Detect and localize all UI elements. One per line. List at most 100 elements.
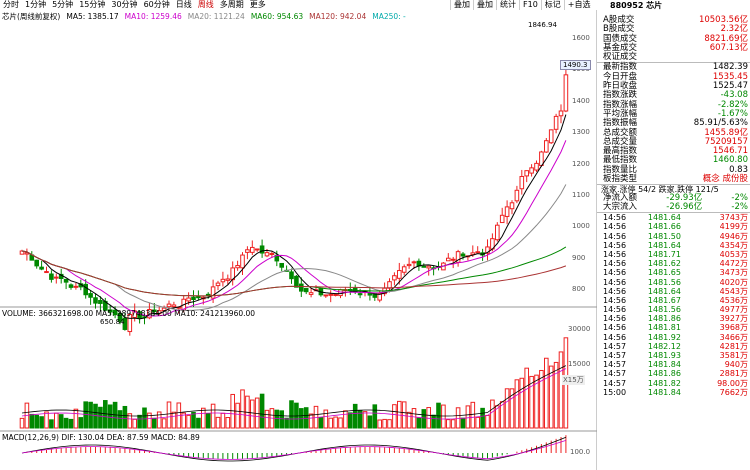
candle-body xyxy=(328,293,333,296)
volume-bar xyxy=(63,417,69,429)
price-tick-6: 1000 xyxy=(572,222,590,231)
candle-body xyxy=(127,313,133,333)
trade-price: 1481.84 xyxy=(647,360,681,370)
volume-bar xyxy=(132,418,137,429)
trade-row: 14:56 1481.86 3927万 xyxy=(597,314,750,323)
volume-bar xyxy=(127,413,133,429)
volume-bar xyxy=(401,401,407,429)
volume-bar xyxy=(480,407,485,429)
candle-body xyxy=(519,176,525,190)
candle-body xyxy=(73,285,79,288)
trade-amount: 3743万 xyxy=(719,213,748,223)
candle-body xyxy=(137,311,142,319)
volume-bar xyxy=(372,404,378,429)
right-tools: 叠加 叠加 统计 F10 标记 +自选 xyxy=(450,0,593,10)
trade-time: 14:57 xyxy=(603,378,627,388)
candle-body xyxy=(303,288,309,293)
volume-bar xyxy=(215,416,221,429)
tool-button-3[interactable]: F10 xyxy=(519,0,541,10)
trade-time: 14:56 xyxy=(603,213,627,223)
macd-legend: MACD(12,26,9) DIF: 130.04 DEA: 87.59 MAC… xyxy=(2,432,200,443)
rows2-value: 1546.71 xyxy=(712,146,748,157)
volume-bar xyxy=(406,411,412,429)
volume-bar xyxy=(29,413,35,429)
period-tab-1[interactable]: 1分钟 xyxy=(25,0,47,9)
candle-body xyxy=(524,170,530,177)
rows2-row: 最高指数 1546.71 xyxy=(597,146,750,157)
volume-bar xyxy=(441,404,446,429)
volume-bar xyxy=(539,369,544,429)
trade-row: 14:57 1482.12 4281万 xyxy=(597,342,750,351)
price-tick-0: 1600 xyxy=(572,33,590,42)
rows2-row: 指数涨幅 -2.82% xyxy=(597,99,750,110)
volume-bar xyxy=(161,418,167,429)
tool-button-4[interactable]: 标记 xyxy=(540,0,564,10)
candle-body xyxy=(446,257,451,262)
trade-amount: 3473万 xyxy=(719,268,748,278)
candle-body xyxy=(401,266,407,273)
candle-body xyxy=(49,273,54,280)
macd-axis-100: 100.0 xyxy=(570,448,591,456)
period-tab-5[interactable]: 60分钟 xyxy=(143,0,170,9)
period-tab-2[interactable]: 5分钟 xyxy=(52,0,74,9)
rows1-label: 国债成交 xyxy=(603,33,638,44)
trade-amount: 4977万 xyxy=(719,305,748,315)
candle-body xyxy=(83,283,89,296)
trade-time: 14:56 xyxy=(603,323,627,333)
volume-bar xyxy=(504,388,510,429)
volume-bar xyxy=(235,402,240,429)
trade-row: 14:56 1481.71 4053万 xyxy=(597,250,750,259)
period-tab-6[interactable]: 日线 xyxy=(175,0,192,9)
chart-area[interactable]: 芯片(周线前复权) MA5: 1385.17 MA10: 1259.46 MA2… xyxy=(0,10,597,470)
tool-button-2[interactable]: 统计 xyxy=(496,0,519,10)
rows1-value: 8821.69亿 xyxy=(704,33,748,44)
rows2-label: 最高指数 xyxy=(603,146,638,157)
period-tab-0[interactable]: 分时 xyxy=(3,0,19,9)
period-tab-7[interactable]: 周线 xyxy=(197,0,214,9)
high-label: 1846.94 xyxy=(528,21,557,29)
rows2-value: 概念 成份股 xyxy=(702,174,748,185)
trade-time: 14:56 xyxy=(603,277,627,287)
trade-time: 14:57 xyxy=(603,369,627,379)
volume-bar xyxy=(259,393,265,429)
volume-bar xyxy=(49,419,54,429)
candle-body xyxy=(514,189,520,202)
volume-bar xyxy=(377,419,382,429)
candle-body xyxy=(475,251,480,254)
tool-button-1[interactable]: 叠加 xyxy=(473,0,496,10)
volume-bar xyxy=(34,414,40,429)
rows2-label: 指数涨幅 xyxy=(603,99,638,110)
rows2-value: 85.91/5.63% xyxy=(693,118,748,129)
candle-body xyxy=(44,271,49,274)
trade-amount: 4281万 xyxy=(719,341,748,351)
tool-button-5[interactable]: +自选 xyxy=(563,0,594,10)
rows1-value: 607.13亿 xyxy=(709,42,748,53)
trade-time: 14:56 xyxy=(603,231,627,241)
price-chart[interactable] xyxy=(0,10,597,470)
trade-price: 1481.93 xyxy=(647,351,681,361)
trade-row: 14:56 1481.64 4543万 xyxy=(597,287,750,296)
candle-body xyxy=(411,261,417,264)
trade-price: 1481.82 xyxy=(647,378,681,388)
period-tab-3[interactable]: 15分钟 xyxy=(79,0,106,9)
candle-body xyxy=(563,74,569,112)
volume-axis-15000: 15000 xyxy=(568,360,591,368)
volume-bar xyxy=(426,407,431,429)
candle-body xyxy=(225,278,231,281)
ma120-value: MA120: 942.04 xyxy=(309,12,367,21)
volume-unit: X15万 xyxy=(562,375,585,385)
price-tick-5: 1100 xyxy=(572,190,590,199)
volume-bar xyxy=(392,404,397,429)
volume-bar xyxy=(544,357,549,429)
trade-price: 1481.67 xyxy=(647,295,681,305)
ma-legend: 芯片(周线前复权) MA5: 1385.17 MA10: 1259.46 MA2… xyxy=(2,11,406,22)
period-tab-8[interactable]: 多周期 xyxy=(219,0,244,9)
candle-body xyxy=(421,265,427,268)
candle-body xyxy=(235,265,240,269)
volume-bar xyxy=(210,403,216,429)
period-tab-4[interactable]: 30分钟 xyxy=(111,0,138,9)
period-tab-9[interactable]: 更多 xyxy=(249,0,266,9)
candle-body xyxy=(377,292,382,301)
tool-button-0[interactable]: 叠加 xyxy=(450,0,473,10)
trade-amount: 4354万 xyxy=(719,240,748,250)
